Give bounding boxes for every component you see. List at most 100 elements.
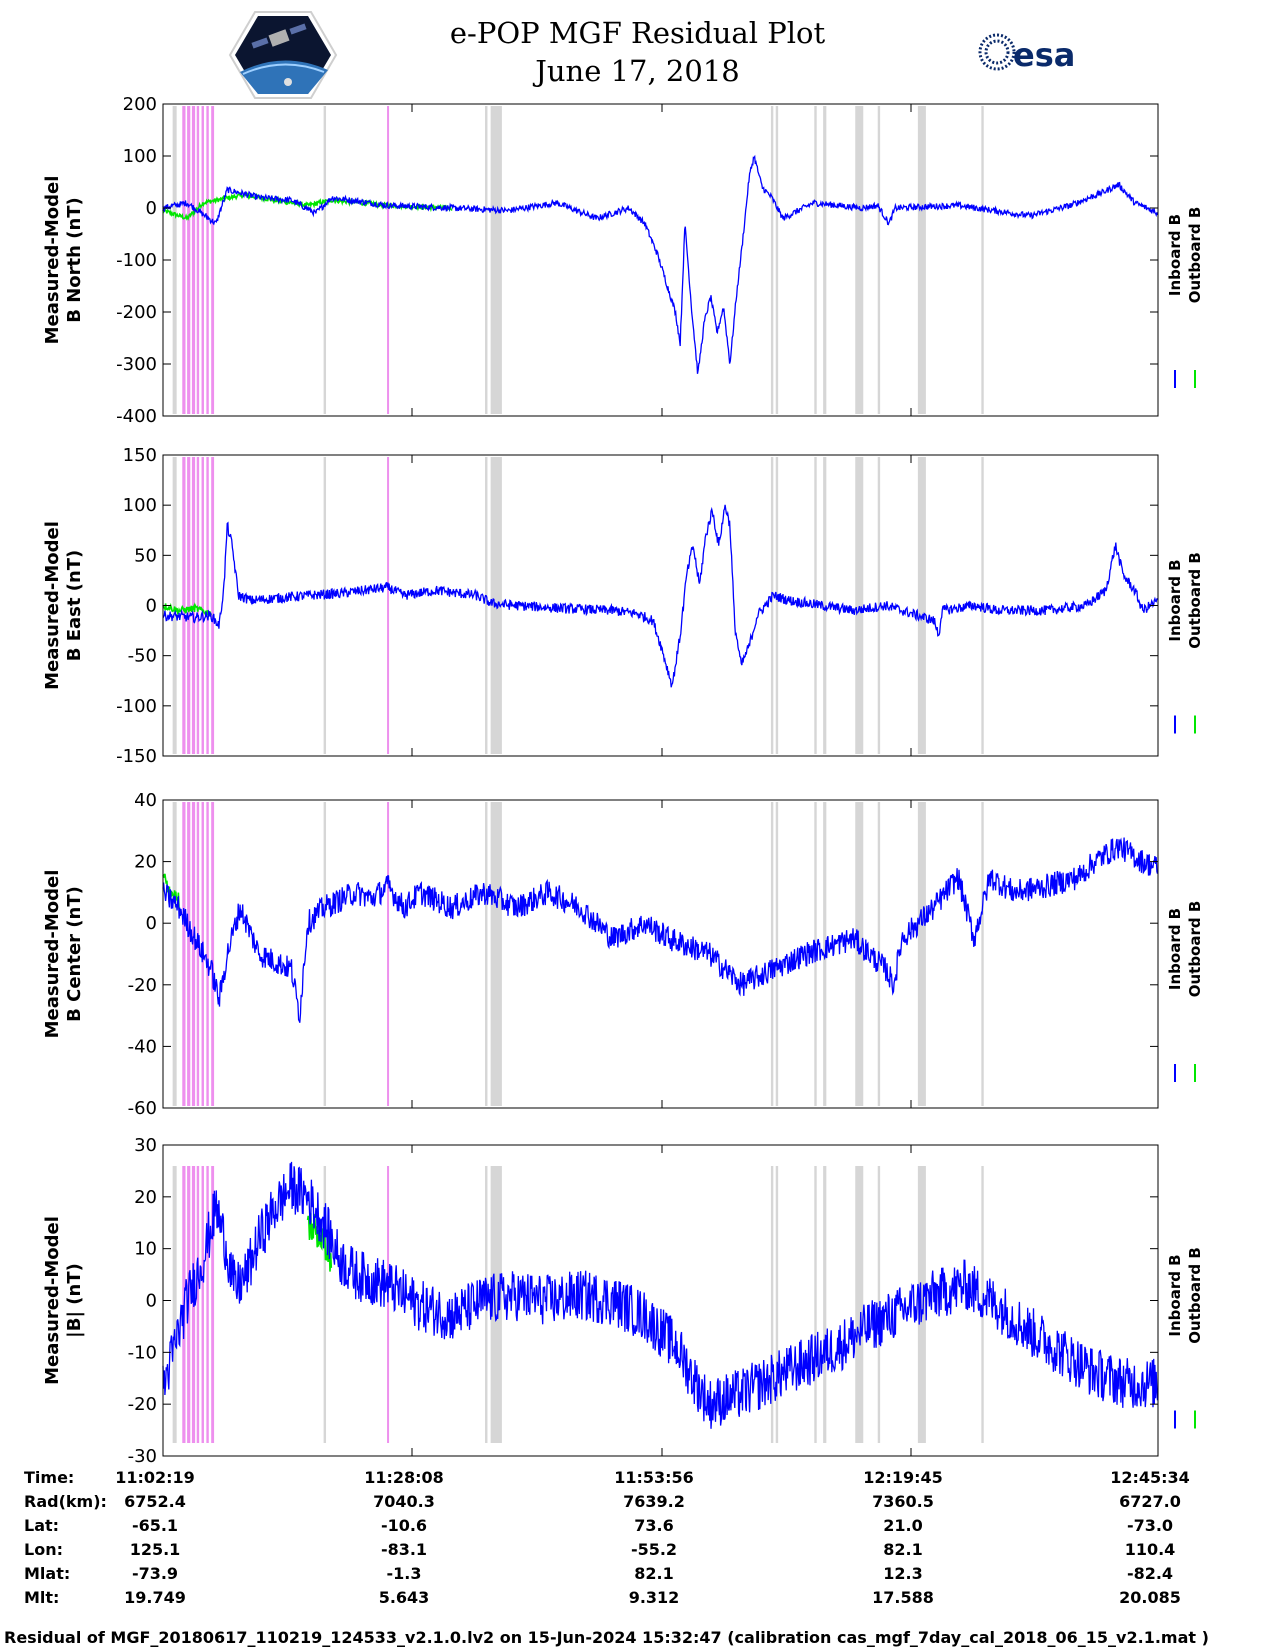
pink-band-6	[211, 106, 215, 414]
y-tick-label: 20	[134, 852, 157, 873]
gray-band-2	[485, 106, 488, 414]
pink-band-7	[387, 106, 390, 414]
pink-band-6	[211, 457, 215, 754]
orbit-row-label: Mlt:	[24, 1588, 60, 1607]
gray-band-4	[770, 106, 774, 414]
gray-band-1	[323, 802, 327, 1106]
y-tick-label: 0	[146, 198, 157, 219]
orbit-row-label: Mlat:	[24, 1564, 71, 1583]
pink-band-7	[387, 457, 390, 754]
orbit-cell: 12.3	[883, 1564, 923, 1583]
y-axis-label-line1: Measured-Model	[42, 176, 63, 345]
pink-band-4	[201, 457, 204, 754]
y-axis-label-line1: Measured-Model	[42, 870, 63, 1039]
gray-band-6	[814, 106, 817, 414]
orbit-cell: 9.312	[628, 1588, 680, 1607]
gray-band-0	[172, 457, 177, 754]
gray-band-6	[814, 1166, 817, 1443]
orbit-info-table: Time: Rad(km): Lat: Lon: Mlat: Mlt: 11:02:19 67…	[0, 1468, 1275, 1618]
gray-band-8	[855, 1166, 864, 1443]
panel-1: 200 100 0 -100 -200 -300 -400 Measured-ModelB N…	[42, 94, 1204, 427]
y-tick-label: 0	[146, 1291, 157, 1312]
gray-band-7	[823, 802, 827, 1106]
gray-band-11	[981, 106, 984, 414]
y-tick-label: -50	[128, 646, 157, 667]
gray-band-5	[775, 802, 779, 1106]
series-outboard-line	[162, 602, 212, 618]
y-axis-label: Measured-ModelB North (nT)	[42, 176, 85, 345]
orbit-cell: 17.588	[872, 1588, 934, 1607]
gray-band-1	[323, 106, 327, 414]
orbit-cell: 7040.3	[373, 1492, 435, 1511]
chart-title: e-POP MGF Residual Plot	[449, 16, 826, 50]
gray-band-7	[823, 106, 827, 414]
legend-label-outboard: Outboard B	[1186, 552, 1204, 649]
orbit-cell: 125.1	[129, 1540, 181, 1559]
orbit-cell: 12:19:45	[863, 1468, 943, 1487]
plot-frame	[162, 454, 1159, 757]
orbit-row-label: Time:	[24, 1468, 75, 1487]
gray-band-10	[917, 106, 926, 414]
y-axis-label-line2: |B| (nT)	[64, 1263, 85, 1338]
orbit-cell: -83.1	[380, 1540, 428, 1559]
plot-frame	[162, 799, 1159, 1109]
y-axis-label-line1: Measured-Model	[42, 1216, 63, 1385]
orbit-cell: 73.6	[634, 1516, 674, 1535]
orbit-cell: 11:02:19	[115, 1468, 195, 1487]
legend-label-inboard: Inboard B	[1166, 214, 1184, 296]
gray-band-4	[770, 1166, 774, 1443]
pink-band-1	[187, 802, 191, 1106]
gray-band-0	[172, 1166, 177, 1443]
pink-band-2	[191, 106, 196, 414]
pink-band-3	[196, 457, 200, 754]
pink-band-5	[206, 1166, 209, 1443]
y-axis-label: Measured-ModelB East (nT)	[42, 521, 85, 690]
gray-band-9	[877, 106, 881, 414]
legend-label-inboard: Inboard B	[1166, 1254, 1184, 1336]
legend-label-outboard: Outboard B	[1186, 207, 1204, 304]
pink-band-1	[187, 106, 191, 414]
y-axis-label-line2: B East (nT)	[64, 550, 85, 662]
gray-band-5	[775, 106, 779, 414]
y-tick-label: -200	[116, 302, 157, 323]
y-tick-label: 200	[123, 94, 157, 115]
y-axis-label-line2: B North (nT)	[64, 197, 85, 323]
series-inboard-line	[162, 1161, 1159, 1429]
pink-band-1	[187, 457, 191, 754]
gray-band-3	[490, 1166, 502, 1443]
gray-band-0	[172, 802, 177, 1106]
gray-band-5	[775, 1166, 779, 1443]
y-tick-label: -20	[128, 1394, 157, 1415]
chart-subtitle: June 17, 2018	[535, 54, 740, 88]
y-tick-label: -60	[128, 1098, 157, 1119]
pink-band-4	[201, 106, 204, 414]
orbit-row-label: Lat:	[24, 1516, 60, 1535]
orbit-cell: -1.3	[386, 1564, 422, 1583]
orbit-cell: 6752.4	[124, 1492, 186, 1511]
orbit-cell: 20.085	[1119, 1588, 1181, 1607]
y-axis-label: Measured-Model|B| (nT)	[42, 1216, 85, 1385]
gray-band-1	[323, 1166, 327, 1443]
panel-4: 30 20 10 0 -10 -20 -30 Measured-Model|B| (nT) In…	[42, 1135, 1204, 1467]
orbit-cell: -65.1	[131, 1516, 179, 1535]
y-tick-label: 50	[134, 545, 157, 566]
y-tick-label: -40	[128, 1036, 157, 1057]
pink-band-3	[196, 802, 200, 1106]
legend-label-outboard: Outboard B	[1186, 1247, 1204, 1344]
gray-band-11	[981, 802, 984, 1106]
legend-label-inboard: Inboard B	[1166, 908, 1184, 990]
y-tick-label: 150	[123, 445, 157, 466]
orbit-cell: 5.643	[378, 1588, 430, 1607]
gray-band-0	[172, 106, 177, 414]
gray-band-8	[855, 457, 864, 754]
y-tick-label: -10	[128, 1342, 157, 1363]
gray-band-7	[823, 457, 827, 754]
orbit-cell: 12:45:34	[1110, 1468, 1190, 1487]
esa-logo-text: esa	[1013, 36, 1075, 74]
gray-band-3	[490, 106, 502, 414]
y-axis-label-line1: Measured-Model	[42, 521, 63, 690]
footer-caption: Residual of MGF_20180617_110219_124533_v…	[4, 1628, 1209, 1647]
orbit-cell: 82.1	[634, 1564, 674, 1583]
